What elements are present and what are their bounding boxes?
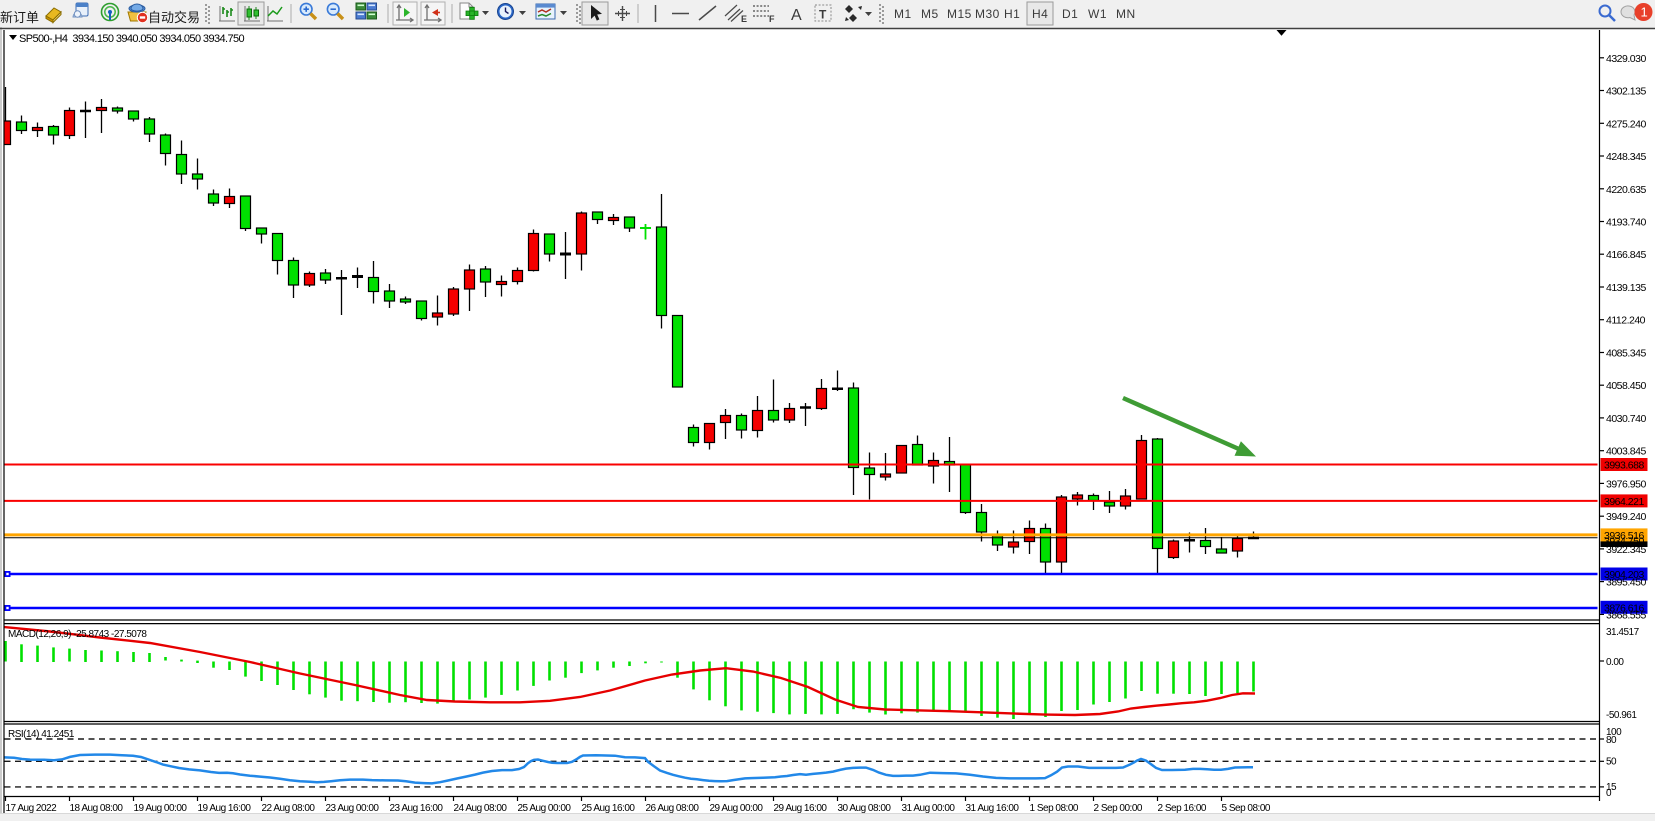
svg-text:18 Aug 08:00: 18 Aug 08:00 — [70, 803, 124, 814]
svg-text:25 Aug 16:00: 25 Aug 16:00 — [582, 803, 636, 814]
svg-text:3934.750: 3934.750 — [1604, 536, 1644, 548]
svg-text:29 Aug 16:00: 29 Aug 16:00 — [774, 803, 828, 814]
svg-text:15: 15 — [1606, 782, 1617, 793]
svg-text:31 Aug 16:00: 31 Aug 16:00 — [966, 803, 1020, 814]
svg-text:23 Aug 00:00: 23 Aug 00:00 — [326, 803, 380, 814]
svg-text:5 Sep 08:00: 5 Sep 08:00 — [1222, 803, 1271, 814]
svg-text:24 Aug 08:00: 24 Aug 08:00 — [454, 803, 508, 814]
svg-text:1: 1 — [1641, 5, 1648, 20]
svg-text:3964.221: 3964.221 — [1604, 496, 1644, 508]
svg-text:19 Aug 16:00: 19 Aug 16:00 — [198, 803, 252, 814]
svg-text:2 Sep 00:00: 2 Sep 00:00 — [1094, 803, 1143, 814]
svg-text:4030.740: 4030.740 — [1606, 413, 1646, 425]
svg-text:0.00: 0.00 — [1606, 657, 1624, 668]
svg-text:E: E — [741, 14, 747, 24]
svg-text:3868.555: 3868.555 — [1606, 609, 1646, 621]
svg-text:4193.740: 4193.740 — [1606, 217, 1646, 229]
svg-text:3949.240: 3949.240 — [1606, 511, 1646, 523]
svg-text:4139.135: 4139.135 — [1606, 282, 1646, 294]
svg-text:3976.950: 3976.950 — [1606, 478, 1646, 490]
svg-text:4112.240: 4112.240 — [1606, 315, 1646, 327]
svg-text:4248.345: 4248.345 — [1606, 151, 1646, 163]
svg-text:17 Aug 2022: 17 Aug 2022 — [6, 803, 58, 814]
svg-text:1 Sep 08:00: 1 Sep 08:00 — [1030, 803, 1079, 814]
svg-text:19 Aug 00:00: 19 Aug 00:00 — [134, 803, 188, 814]
svg-text:0: 0 — [1606, 788, 1612, 799]
svg-text:4085.345: 4085.345 — [1606, 348, 1646, 360]
svg-text:30 Aug 08:00: 30 Aug 08:00 — [838, 803, 892, 814]
svg-text:100: 100 — [1606, 727, 1622, 738]
svg-text:4003.845: 4003.845 — [1606, 446, 1646, 458]
svg-text:A: A — [791, 7, 802, 24]
svg-text:3993.688: 3993.688 — [1604, 460, 1644, 472]
svg-text:-50.961: -50.961 — [1606, 710, 1637, 721]
svg-text:3876.616: 3876.616 — [1604, 602, 1644, 614]
svg-text:4302.135: 4302.135 — [1606, 86, 1646, 98]
svg-text:23 Aug 16:00: 23 Aug 16:00 — [390, 803, 444, 814]
svg-text:31 Aug 00:00: 31 Aug 00:00 — [902, 803, 956, 814]
svg-text:4275.240: 4275.240 — [1606, 118, 1646, 130]
svg-text:4220.635: 4220.635 — [1606, 184, 1646, 196]
svg-text:50: 50 — [1606, 757, 1617, 768]
svg-text:MACD(12,26,9) -25.8743 -27.507: MACD(12,26,9) -25.8743 -27.5078 — [8, 629, 147, 640]
svg-text:RSI(14) 41.2451: RSI(14) 41.2451 — [8, 729, 75, 740]
svg-text:2 Sep 16:00: 2 Sep 16:00 — [1158, 803, 1207, 814]
svg-text:25 Aug 00:00: 25 Aug 00:00 — [518, 803, 572, 814]
svg-text:3904.203: 3904.203 — [1604, 569, 1644, 581]
svg-text:3922.345: 3922.345 — [1606, 544, 1646, 556]
svg-text:3936.516: 3936.516 — [1604, 530, 1644, 542]
svg-text:3895.450: 3895.450 — [1606, 577, 1646, 589]
svg-text:80: 80 — [1606, 735, 1617, 746]
svg-text:4058.450: 4058.450 — [1606, 380, 1646, 392]
svg-text:F: F — [769, 14, 775, 24]
svg-text:4166.845: 4166.845 — [1606, 249, 1646, 261]
svg-text:29 Aug 00:00: 29 Aug 00:00 — [710, 803, 764, 814]
svg-text:T: T — [819, 8, 827, 22]
svg-text:22 Aug 08:00: 22 Aug 08:00 — [262, 803, 316, 814]
svg-text:26 Aug 08:00: 26 Aug 08:00 — [646, 803, 700, 814]
svg-text:SP500-,H4 3934.150 3940.050 3: SP500-,H4 3934.150 3940.050 3934.050 393… — [19, 33, 244, 45]
svg-text:4329.030: 4329.030 — [1606, 53, 1646, 65]
svg-text:31.4517: 31.4517 — [1606, 627, 1640, 638]
